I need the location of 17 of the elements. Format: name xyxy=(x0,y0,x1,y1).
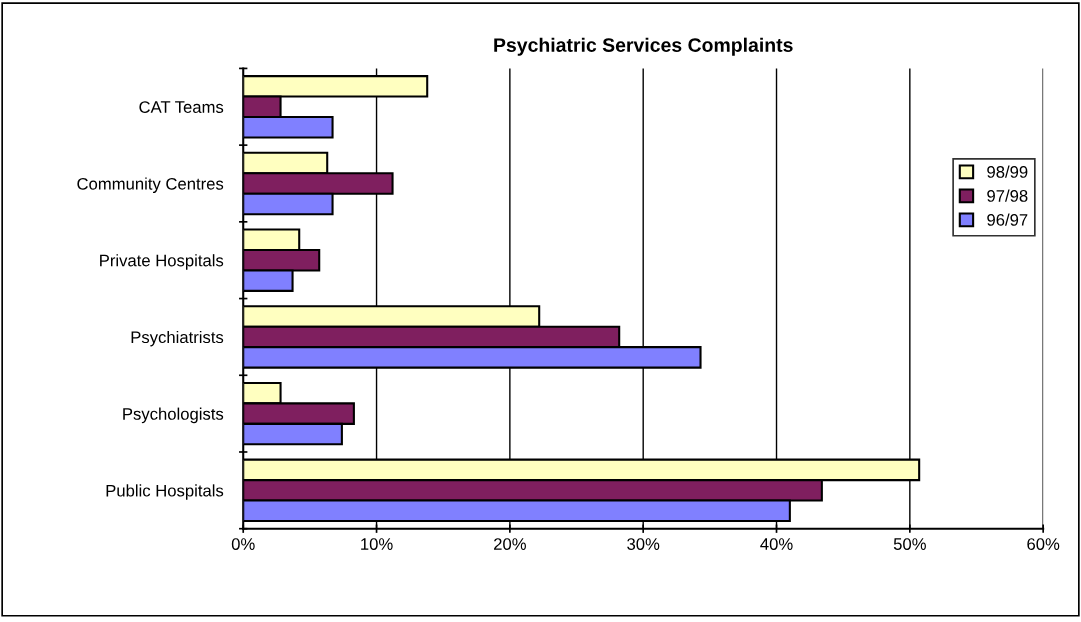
chart-title: Psychiatric Services Complaints xyxy=(494,37,793,56)
legend-label: 98/99 xyxy=(987,165,1028,178)
y-tick-label: Private Hospitals xyxy=(100,254,224,270)
x-tick-label: 20% xyxy=(494,538,526,550)
legend-label: 97/98 xyxy=(987,189,1028,202)
x-tick-label: 50% xyxy=(893,538,926,550)
legend-label: 96/97 xyxy=(987,213,1028,226)
x-tick-label: 60% xyxy=(1027,538,1060,550)
y-tick-label: Psychiatrists xyxy=(131,330,224,347)
y-tick-label: Public Hospitals xyxy=(106,484,224,500)
y-tick-label: Psychologists xyxy=(123,407,224,424)
x-tick-label: 0% xyxy=(231,538,255,550)
x-tick-label: 40% xyxy=(760,538,793,550)
y-tick-label: CAT Teams xyxy=(139,101,224,113)
y-tick-label: Community Centres xyxy=(77,177,224,193)
x-tick-label: 10% xyxy=(361,538,393,550)
x-tick-label: 30% xyxy=(627,538,660,550)
